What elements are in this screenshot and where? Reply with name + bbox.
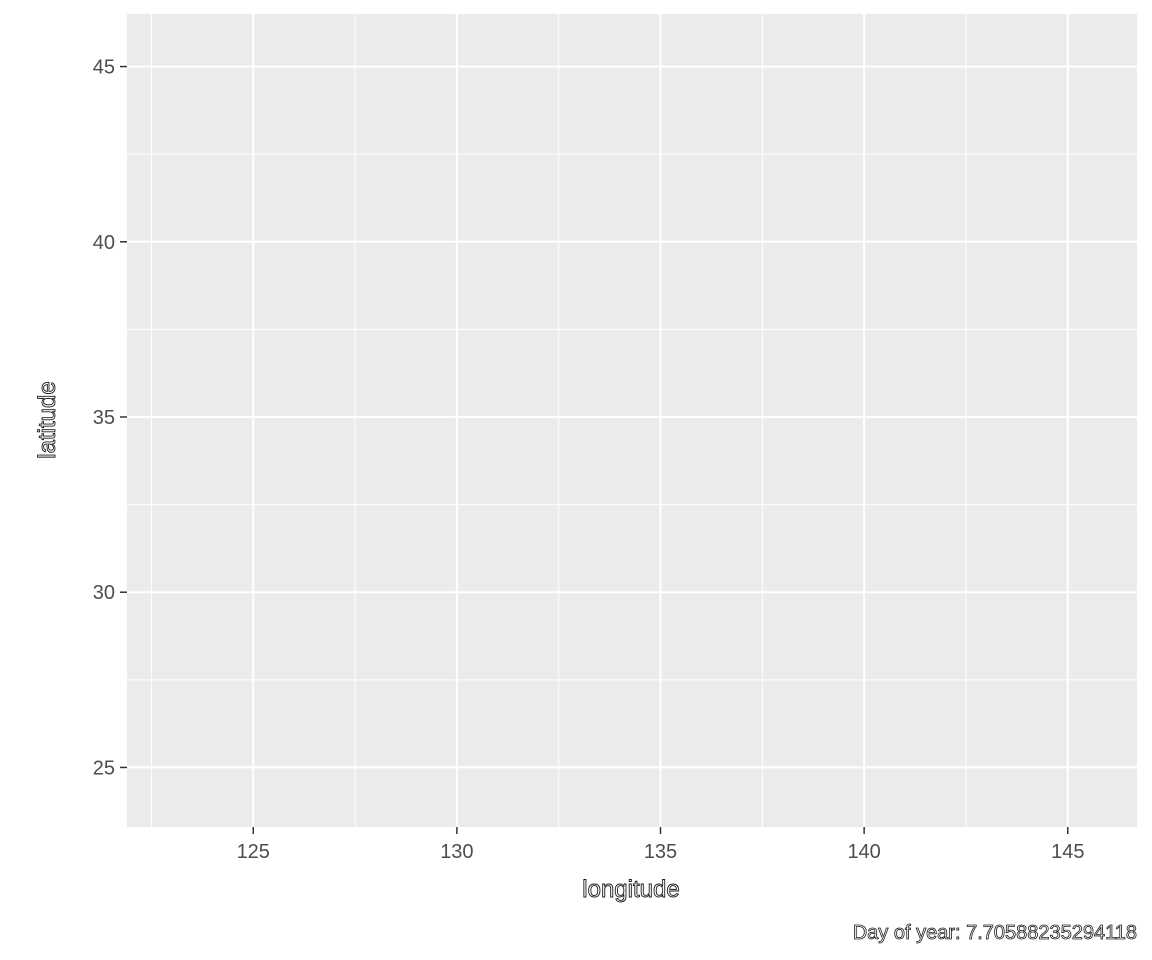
x-axis: 125 130 135 140 145 [237,827,1084,863]
x-tick-label: 130 [440,841,473,863]
x-axis-title: longitude [582,876,679,903]
x-tick-label: 140 [847,841,880,863]
y-tick-label: 45 [93,57,115,79]
x-tick-label: 145 [1051,841,1084,863]
plot-panel [127,14,1137,827]
y-tick-label: 30 [93,582,115,604]
minor-grid-lines [127,14,1137,827]
chart-caption: Day of year: 7.70588235294118 [853,922,1137,944]
y-tick-label: 25 [93,757,115,779]
y-tick-label: 40 [93,232,115,254]
y-tick-label: 35 [93,407,115,429]
y-axis-title: latitude [34,381,61,458]
y-axis: 25 30 35 40 45 [93,57,127,779]
x-tick-label: 135 [644,841,677,863]
x-tick-label: 125 [237,841,270,863]
major-grid-lines [127,14,1137,827]
